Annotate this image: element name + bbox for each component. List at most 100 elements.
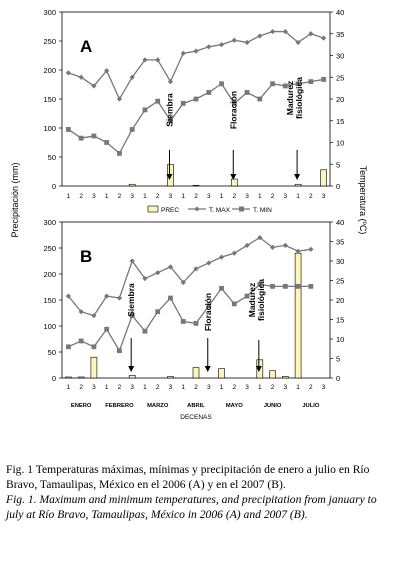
y-left-tick-label: 200 — [43, 66, 56, 75]
t-max-point — [193, 266, 199, 272]
t-max-point — [244, 39, 250, 46]
t-max-point — [295, 39, 301, 46]
t-max-point — [282, 28, 288, 35]
plot-frame — [61, 221, 331, 379]
panel-label: A — [80, 37, 92, 56]
x-tick-label: 3 — [130, 384, 134, 391]
x-tick-label: 3 — [92, 384, 96, 391]
x-tick-label: 1 — [258, 193, 262, 200]
t-max-point — [231, 37, 237, 43]
y-right-tick-label: 0 — [336, 374, 340, 383]
t-max-point — [155, 57, 161, 63]
t-min-point — [244, 90, 250, 95]
t-min-point — [193, 96, 199, 102]
t-min-point — [180, 100, 186, 106]
prec-bar — [192, 185, 200, 187]
annotation-label: Siembra — [126, 283, 136, 317]
x-tick-label: 1 — [220, 193, 224, 200]
t-max-point — [167, 79, 174, 85]
x-tick-label: 3 — [284, 384, 288, 391]
t-min-point — [231, 301, 237, 307]
t-max-point — [269, 28, 276, 35]
x-tick-label: 2 — [194, 384, 198, 391]
t-min-point — [295, 81, 301, 87]
t-min-point — [257, 282, 263, 287]
prec-bar — [167, 376, 174, 379]
t-min-point — [168, 295, 173, 301]
t-min-point — [282, 283, 288, 289]
x-tick-label: 3 — [169, 193, 173, 200]
annotation-label: Floración — [203, 293, 213, 331]
t-max-point — [295, 248, 301, 254]
legend-tmax-marker — [194, 206, 200, 212]
x-tick-label: 2 — [194, 193, 198, 200]
annotation-arrowhead — [128, 366, 135, 372]
x-tick-label: 2 — [156, 384, 160, 391]
t-min-point — [308, 79, 314, 84]
t-min-point — [321, 77, 327, 82]
t-max-point — [308, 31, 314, 37]
t-max-point — [282, 242, 288, 248]
y-right-tick-label: 10 — [336, 335, 344, 344]
prec-bar — [269, 370, 276, 379]
month-label: MARZO — [147, 403, 169, 409]
x-tick-label: 2 — [79, 193, 83, 200]
caption-spanish: Fig. 1 Temperaturas máximas, mínimas y p… — [6, 463, 370, 491]
y-right-tick-label: 40 — [336, 218, 344, 227]
x-tick-label: 1 — [181, 384, 185, 391]
annotation-label: Madurez — [247, 283, 257, 317]
t-max-point — [104, 68, 110, 74]
annotation-arrowhead — [230, 174, 237, 180]
t-min-point — [295, 283, 301, 289]
x-tick-label: 3 — [245, 193, 249, 200]
t-min-point — [155, 98, 161, 104]
y-right-tick-label: 20 — [336, 296, 344, 305]
annotation-arrowhead — [166, 174, 173, 180]
x-tick-label: 3 — [92, 193, 96, 200]
y-left-tick-label: 300 — [43, 218, 56, 227]
annotation-label: fisiológica — [294, 77, 304, 119]
t-min-point — [219, 81, 224, 87]
x-tick-label: 3 — [322, 193, 326, 200]
y-right-tick-label: 30 — [336, 52, 344, 61]
t-min-point — [282, 83, 288, 89]
x-tick-label: 2 — [156, 193, 160, 200]
t-max-point — [321, 35, 327, 41]
prec-bar — [77, 376, 85, 379]
annotation-label: Siembra — [164, 93, 174, 127]
t-min-point — [104, 140, 110, 145]
t-min-point — [180, 319, 186, 324]
prec-bar — [192, 367, 200, 379]
x-tick-label: 3 — [245, 384, 249, 391]
x-tick-label: 1 — [258, 384, 262, 391]
prec-bar — [218, 368, 225, 379]
t-min-point — [91, 133, 97, 139]
t-max-point — [218, 42, 225, 48]
t-max-point — [155, 270, 161, 276]
t-min-point — [117, 348, 122, 354]
x-tick-label: 2 — [232, 193, 236, 200]
t-min-point — [129, 313, 135, 318]
month-label: JUNIO — [264, 403, 282, 409]
x-tick-label: 3 — [322, 384, 326, 391]
x-tick-label: 2 — [118, 193, 122, 200]
t-min-point — [270, 283, 275, 289]
annotation-label: fisiológica — [256, 279, 266, 321]
x-tick-label: 1 — [67, 384, 71, 391]
t-min-point — [104, 326, 110, 332]
x-tick-label: 1 — [220, 384, 224, 391]
month-label: JULIO — [302, 403, 320, 409]
t-min-point — [231, 100, 237, 106]
t-max-point — [142, 275, 148, 282]
y-left-tick-label: 250 — [43, 37, 56, 46]
t-max-point — [206, 260, 212, 266]
x-tick-label: 2 — [271, 384, 275, 391]
legend-prec-swatch — [147, 205, 159, 213]
t-max-point — [104, 293, 110, 299]
t-max-point — [244, 242, 250, 248]
t-max-point — [65, 70, 71, 76]
prec-bar — [230, 178, 238, 187]
y-right-tick-label: 5 — [336, 160, 340, 169]
y-left-tick-label: 50 — [48, 348, 56, 357]
x-tick-label: 1 — [296, 384, 300, 391]
